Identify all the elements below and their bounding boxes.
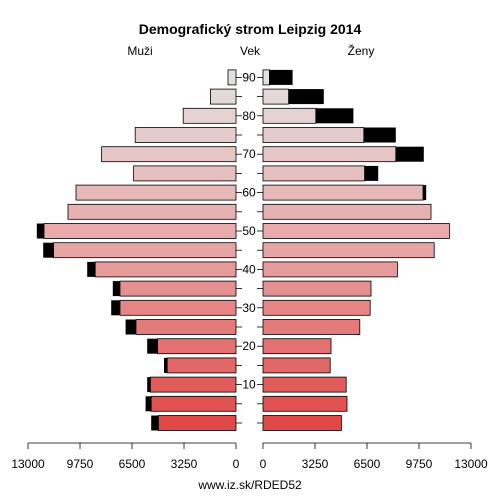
left-series-label: Muži xyxy=(127,44,152,58)
male-bar-50-54 xyxy=(43,223,237,239)
left-x-tick-label: 0 xyxy=(233,457,240,471)
male-excess-50-54 xyxy=(36,223,44,239)
male-bar-55-59 xyxy=(67,203,237,220)
left-x-tick-label: 13000 xyxy=(11,457,45,471)
female-excess-90+ xyxy=(269,69,293,85)
female-bar-45-49 xyxy=(262,242,435,259)
male-bar-75-79 xyxy=(134,127,237,143)
female-excess-75-79 xyxy=(363,127,396,143)
female-excess-60-64 xyxy=(423,185,427,201)
chart-title: Demografický strom Leipzig 2014 xyxy=(139,21,362,37)
female-bar-55-59 xyxy=(262,203,432,220)
age-tick-label: 50 xyxy=(242,224,256,238)
right-x-tick-label: 6500 xyxy=(354,457,381,471)
male-bar-15-19 xyxy=(166,357,237,374)
female-bar-35-39 xyxy=(262,280,372,297)
male-bar-85-89 xyxy=(209,88,237,105)
female-excess-80-84 xyxy=(315,108,354,124)
male-excess-45-49 xyxy=(43,242,54,258)
female-bar-75-79 xyxy=(262,127,365,143)
right-series-label: Ženy xyxy=(348,43,375,58)
female-excess-65-69 xyxy=(364,165,379,181)
female-bar-40-44 xyxy=(262,261,398,278)
age-tick-label: 20 xyxy=(242,339,256,353)
female-bar-80-84 xyxy=(262,107,317,124)
male-bar-25-29 xyxy=(135,319,237,335)
male-bar-20-24 xyxy=(157,338,237,355)
age-tick-label: 30 xyxy=(242,301,256,315)
male-excess-25-29 xyxy=(125,319,136,335)
female-bar-0-4 xyxy=(262,415,342,431)
male-excess-0-4 xyxy=(151,415,159,431)
female-excess-85-89 xyxy=(288,89,324,105)
male-bar-30-34 xyxy=(119,299,237,316)
female-bar-90+ xyxy=(262,69,270,86)
female-bar-20-24 xyxy=(262,338,332,355)
male-bar-90+ xyxy=(227,69,237,86)
female-bar-85-89 xyxy=(262,88,290,105)
age-axis-label: Vek xyxy=(240,44,261,58)
male-bars xyxy=(36,69,237,431)
left-x-tick-label: 9750 xyxy=(67,457,94,471)
right-x-tick-label: 0 xyxy=(260,457,267,471)
right-x-tick-label: 13000 xyxy=(454,457,488,471)
left-x-tick-label: 6500 xyxy=(119,457,146,471)
female-bar-65-69 xyxy=(262,165,365,182)
male-bar-5-9 xyxy=(150,395,237,412)
left-x-tick-label: 3250 xyxy=(171,457,198,471)
age-tick-label: 10 xyxy=(242,378,256,392)
female-bar-30-34 xyxy=(262,299,371,316)
female-bar-60-64 xyxy=(262,184,424,201)
male-bar-40-44 xyxy=(94,261,237,278)
age-tick-label: 60 xyxy=(242,186,256,200)
right-x-tick-label: 9750 xyxy=(406,457,433,471)
male-bar-65-69 xyxy=(133,165,237,182)
age-tick-label: 90 xyxy=(242,70,256,84)
male-bar-0-4 xyxy=(157,415,237,431)
age-axis: 10 20 30 40 50 60 70 80 90 xyxy=(236,70,263,424)
x-axis-right: 0 3250 6500 9750 13000 xyxy=(260,442,488,471)
male-bar-10-14 xyxy=(149,376,237,393)
age-tick-label: 40 xyxy=(242,262,256,276)
male-bar-70-74 xyxy=(101,146,237,163)
male-excess-15-19 xyxy=(164,357,168,373)
male-excess-35-39 xyxy=(112,281,120,297)
x-axis-left: 13000 9750 6500 3250 0 xyxy=(11,442,240,471)
female-bar-10-14 xyxy=(262,376,347,393)
male-bar-35-39 xyxy=(119,280,237,297)
male-excess-10-14 xyxy=(147,377,151,393)
female-bars xyxy=(262,69,450,431)
female-bar-5-9 xyxy=(262,395,348,412)
male-bar-60-64 xyxy=(75,184,237,201)
female-bar-25-29 xyxy=(262,319,361,335)
age-tick-label: 80 xyxy=(242,109,256,123)
male-excess-30-34 xyxy=(111,300,120,316)
female-excess-70-74 xyxy=(395,146,424,162)
female-bar-70-74 xyxy=(262,146,397,163)
male-bar-45-49 xyxy=(53,242,237,259)
male-excess-20-24 xyxy=(147,338,158,354)
age-tick-label: 70 xyxy=(242,147,256,161)
male-excess-40-44 xyxy=(87,261,96,277)
female-bar-15-19 xyxy=(262,357,331,374)
male-bar-80-84 xyxy=(182,107,237,124)
female-bar-50-54 xyxy=(262,223,450,239)
footer-source: www.iz.sk/RDED52 xyxy=(197,478,302,492)
right-x-tick-label: 3250 xyxy=(302,457,329,471)
male-excess-5-9 xyxy=(145,396,152,412)
